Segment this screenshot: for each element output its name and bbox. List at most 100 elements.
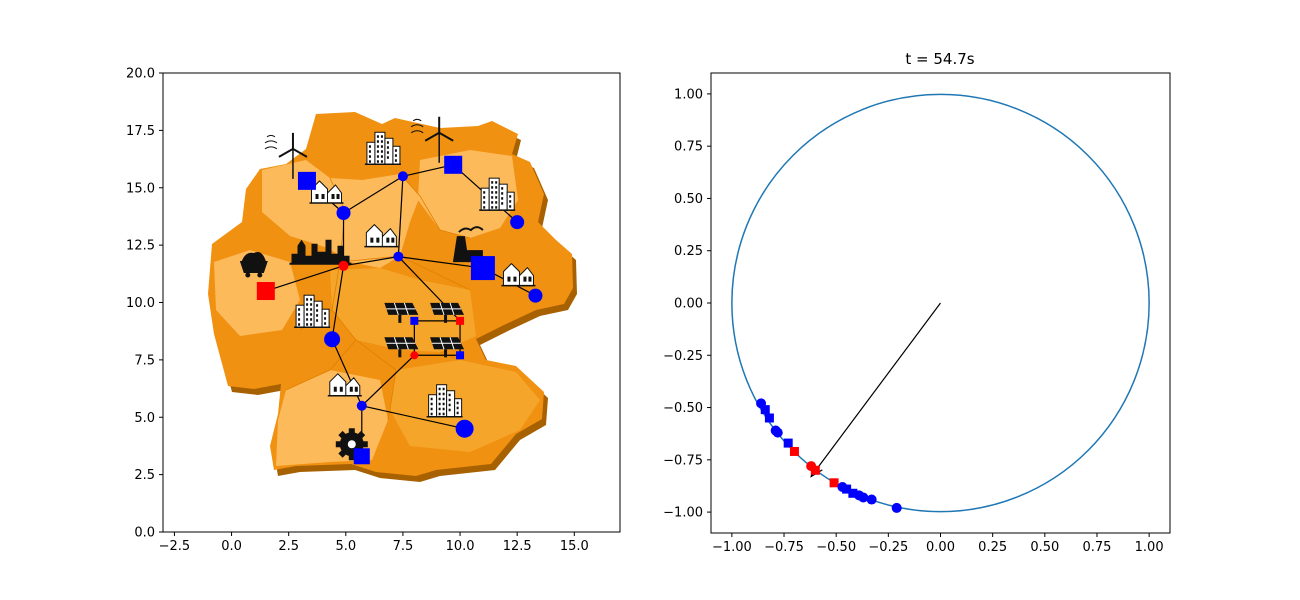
phase-point [891,502,902,513]
x-tick-label: −0.75 [764,540,804,555]
x-tick-label: 0.50 [1030,540,1059,555]
phase-axes: −1.00 −0.75 −0.50 −0.25 0.00 0.25 0.50 0.75 1.00… [663,50,1171,555]
arrow-shaft [810,302,941,477]
network-node [528,288,543,303]
city-icon [479,177,516,211]
network-edge [343,256,399,267]
x-tick-label: 7.5 [393,539,414,554]
wind-turbine-icon [264,132,308,179]
x-tick-label: 1.00 [1135,540,1164,555]
phase-point [829,478,839,488]
y-tick-label: −1.00 [663,506,703,521]
solar-panel-icon [430,337,465,358]
solar-panel-icon [384,302,419,323]
network-node [336,205,351,220]
x-tick-label: 2.5 [278,539,299,554]
network-node [397,171,408,182]
town-icon [501,262,536,287]
network-edge [343,175,404,214]
city-icon [294,294,331,328]
y-tick-label: 5.0 [134,411,155,426]
network-node [410,316,419,325]
solar-panel-icon [430,302,465,323]
network-node [470,256,495,281]
x-tick-label: −1.00 [712,540,752,555]
y-tick-label: 0.25 [674,244,703,259]
x-tick-label: 15.0 [560,539,589,554]
x-tick-label: 0.0 [221,539,242,554]
network-node [456,351,465,360]
x-tick-label: 10.0 [446,539,475,554]
network-edge [397,176,404,257]
y-tick-label: 0.50 [674,192,703,207]
x-tick-label: 0.75 [1083,540,1112,555]
y-tick-label: 10.0 [126,296,155,311]
y-tick-label: 15.0 [126,181,155,196]
x-tick-label: −2.5 [159,539,191,554]
network-edge [265,265,344,292]
town-icon [309,180,344,204]
x-tick-label: −0.25 [868,540,908,555]
phase-x-ticks: −1.00 −0.75 −0.50 −0.25 0.00 0.25 0.50 0.75 1.00 [712,533,1164,555]
y-tick-label: 2.5 [134,468,155,483]
network-edge [361,354,415,407]
x-tick-label: 12.5 [503,539,532,554]
phase-point [842,484,852,494]
y-tick-label: −0.50 [663,401,703,416]
y-tick-label: −0.25 [663,349,703,364]
phase-point [810,465,820,475]
network-edge [398,256,483,269]
network-node [444,155,463,174]
phase-point [848,488,858,498]
town-icon [364,223,399,248]
y-tick-label: 17.5 [126,124,155,139]
network-node [297,171,316,190]
phase-title: t = 54.7s [905,50,974,68]
x-tick-label: 0.00 [926,540,955,555]
network-node [510,215,525,230]
network-node [324,331,341,348]
map-region-mid-southeast [390,360,540,452]
y-tick-label: 12.5 [126,239,155,254]
x-tick-label: 0.25 [978,540,1007,555]
y-tick-label: 20.0 [126,67,155,82]
phase-point [783,438,793,448]
y-tick-label: 0.0 [134,526,155,541]
map-y-ticks: 0.0 2.5 5.0 7.5 10.0 12.5 15.0 17.5 20.0 [126,67,163,541]
phase-point [858,492,869,503]
y-tick-label: 0.00 [674,297,703,312]
phase-y-ticks: −1.00 −0.75 −0.50 −0.25 0.00 0.25 0.50 0.75 1.00 [663,87,711,521]
network-edge [361,405,465,430]
network-nodes [256,155,543,465]
city-icon [364,131,401,166]
map-axes: −2.5 0.0 2.5 5.0 7.5 10.0 12.5 15.0 0.0 2.5 5.0 7.… [126,67,621,554]
phase-point [764,413,774,423]
network-node [455,419,474,438]
network-node [256,282,275,301]
y-tick-label: 1.00 [674,87,703,102]
state-border [331,309,397,421]
solar-panel-icon [384,337,419,358]
network-node [356,400,367,411]
state-border [285,339,357,391]
network-node [410,351,419,360]
y-tick-label: −0.75 [663,453,703,468]
coal-icon [239,252,268,278]
y-tick-label: 0.75 [674,140,703,155]
phase-points [756,398,902,513]
phase-point [772,427,783,438]
phase-point [760,405,770,415]
x-tick-label: −0.50 [816,540,856,555]
network-edge [331,265,345,340]
network-node [353,448,370,465]
network-node [456,316,465,325]
x-tick-label: 5.0 [335,539,356,554]
y-tick-label: 7.5 [134,353,155,368]
network-node [338,260,349,271]
town-icon [327,373,362,397]
phase-point [789,446,799,456]
map-region-light-east [418,150,518,238]
unit-circle [731,93,1150,513]
